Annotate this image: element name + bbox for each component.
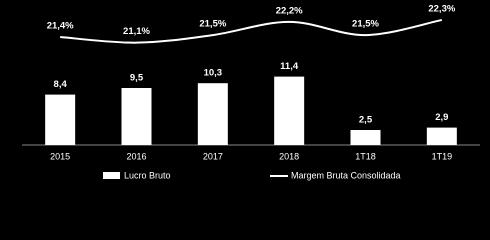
bar	[350, 130, 381, 145]
value-label: 22,3%	[428, 3, 455, 14]
bar	[45, 94, 76, 145]
page: {"chart_data": {"type": "bar", "categori…	[22, 3, 480, 181]
value-label: 11,4	[280, 61, 299, 72]
legend-swatch	[103, 172, 120, 179]
x-tick-label: 2015	[50, 151, 70, 161]
line	[60, 18, 443, 44]
x-tick-label: 1T19	[432, 151, 453, 161]
bar	[121, 88, 152, 145]
value-label: 2,5	[359, 115, 373, 126]
value-label: 21,5%	[352, 19, 379, 30]
value-label: 22,2%	[276, 5, 303, 16]
x-tick-label: 2016	[126, 151, 146, 161]
value-label: 10,3	[204, 68, 223, 79]
legend-label: Lucro Bruto	[124, 170, 171, 180]
chart: 2015 2016 2017 2018 1T18 1T19 8,4 9,5 10,3 11,4 2,…	[22, 3, 480, 180]
x-tick-label: 2018	[279, 151, 299, 161]
value-label: 9,5	[130, 73, 144, 84]
value-label: 21,5%	[199, 19, 226, 30]
bar	[197, 83, 228, 145]
value-label: 21,1%	[123, 26, 150, 37]
legend-label: Margem Bruta Consolidada	[291, 170, 401, 180]
value-label: 21,4%	[47, 21, 74, 32]
value-label: 8,4	[54, 79, 68, 90]
x-tick-label: 2017	[203, 151, 223, 161]
x-tick-label: 1T18	[355, 151, 376, 161]
value-label: 2,9	[435, 112, 448, 123]
bar	[426, 127, 457, 145]
bar	[274, 76, 305, 145]
